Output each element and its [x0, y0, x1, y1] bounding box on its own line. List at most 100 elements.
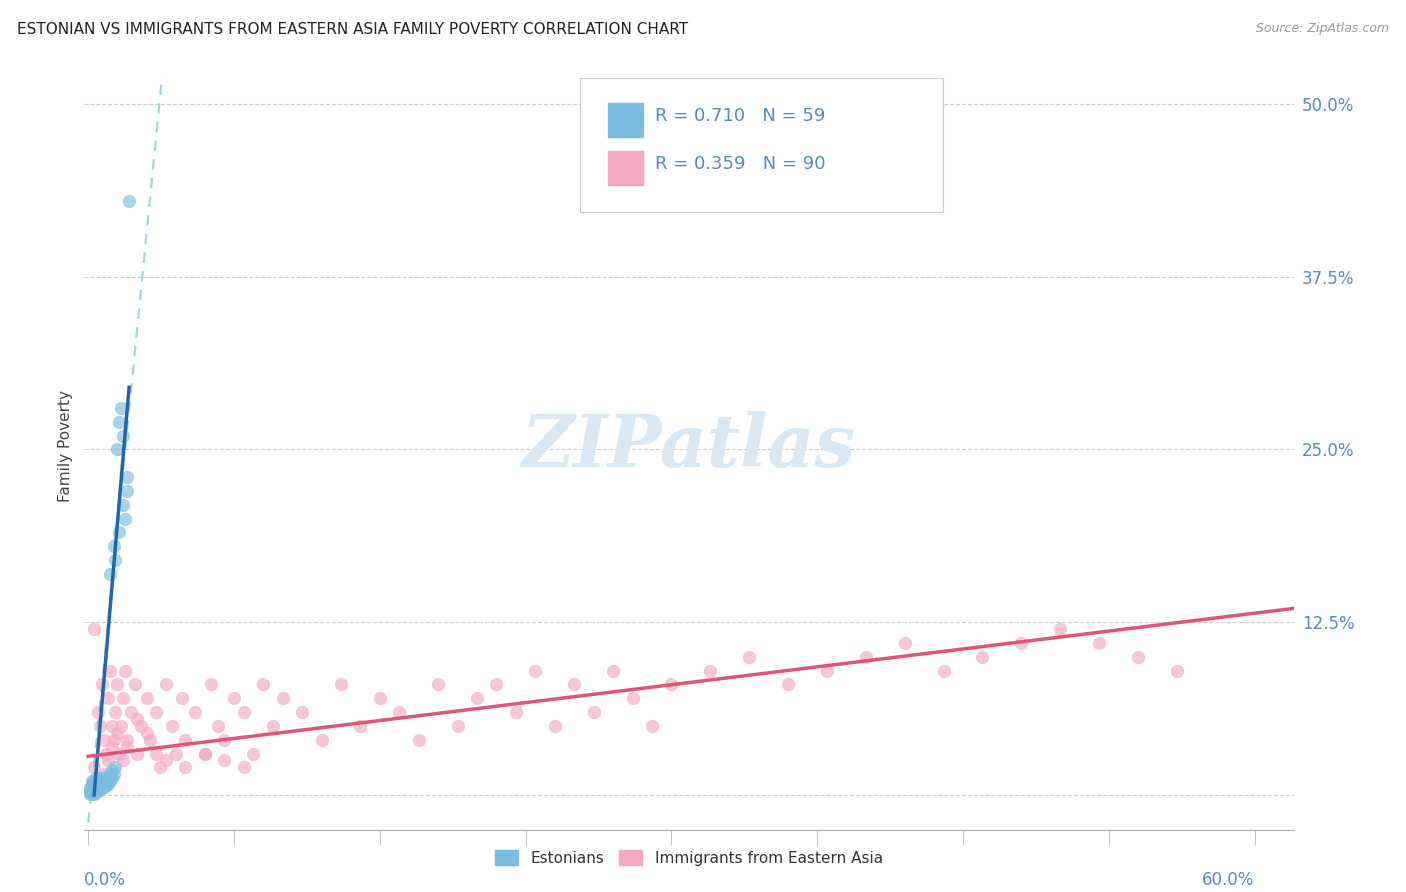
Point [135, 691, 157, 706]
Point [165, 747, 187, 761]
Point [125, 712, 148, 726]
Point [107, 726, 129, 740]
Point [174, 760, 197, 774]
Point [112, 428, 135, 442]
Point [602, 664, 624, 678]
Point [641, 719, 664, 733]
Point [82, 787, 104, 801]
Point [110, 401, 132, 415]
Y-axis label: Family Poverty: Family Poverty [58, 390, 73, 502]
Point [427, 677, 450, 691]
Point [214, 732, 236, 747]
Point [83, 782, 105, 797]
Point [582, 705, 605, 719]
Point [97, 691, 120, 706]
Point [115, 732, 138, 747]
Point [446, 719, 468, 733]
Point [87, 784, 110, 798]
Point [104, 553, 127, 567]
Point [87, 781, 110, 796]
Point [1166, 664, 1188, 678]
Point [118, 194, 141, 208]
Text: ESTONIAN VS IMMIGRANTS FROM EASTERN ASIA FAMILY POVERTY CORRELATION CHART: ESTONIAN VS IMMIGRANTS FROM EASTERN ASIA… [17, 22, 688, 37]
Point [83, 785, 105, 799]
Point [103, 732, 125, 747]
Point [120, 705, 142, 719]
Point [232, 705, 254, 719]
Point [135, 726, 157, 740]
Point [155, 754, 177, 768]
Point [82, 782, 104, 797]
Point [778, 677, 800, 691]
Point [108, 747, 131, 761]
Point [174, 732, 197, 747]
Point [93, 767, 115, 781]
Point [200, 677, 222, 691]
Point [94, 774, 117, 789]
Point [94, 747, 117, 761]
Point [90, 778, 112, 792]
Point [972, 649, 994, 664]
Point [100, 763, 122, 777]
Point [388, 705, 411, 719]
Point [855, 649, 877, 664]
Point [87, 778, 110, 792]
Point [112, 498, 135, 512]
Point [115, 739, 138, 754]
Point [104, 760, 127, 774]
FancyBboxPatch shape [607, 103, 643, 136]
Point [184, 705, 207, 719]
Point [311, 732, 333, 747]
Point [110, 719, 132, 733]
Point [115, 470, 138, 484]
Point [214, 754, 236, 768]
Point [170, 691, 193, 706]
Point [108, 525, 131, 540]
Point [112, 691, 135, 706]
Point [738, 649, 761, 664]
Point [89, 780, 111, 794]
Point [89, 782, 111, 797]
Point [89, 777, 111, 791]
Point [93, 732, 115, 747]
Point [100, 772, 122, 786]
Point [485, 677, 508, 691]
Point [114, 511, 136, 525]
Point [145, 747, 167, 761]
Point [115, 483, 138, 498]
Point [83, 781, 105, 796]
Point [83, 774, 105, 789]
Point [103, 539, 125, 553]
Point [222, 691, 245, 706]
Point [82, 777, 104, 791]
Point [815, 664, 838, 678]
FancyBboxPatch shape [607, 152, 643, 186]
Point [103, 767, 125, 781]
Point [699, 664, 721, 678]
Point [232, 760, 254, 774]
Point [83, 760, 105, 774]
Point [87, 705, 110, 719]
Point [149, 760, 172, 774]
Point [1010, 636, 1032, 650]
Point [242, 747, 264, 761]
Point [89, 772, 111, 786]
Point [271, 691, 294, 706]
Point [97, 772, 120, 786]
Point [89, 719, 111, 733]
Point [100, 719, 122, 733]
Point [505, 705, 527, 719]
Text: Source: ZipAtlas.com: Source: ZipAtlas.com [1256, 22, 1389, 36]
Point [98, 566, 121, 581]
Text: 60.0%: 60.0% [1202, 871, 1254, 889]
Point [1049, 622, 1071, 636]
Point [408, 732, 430, 747]
Point [79, 781, 101, 796]
Point [104, 705, 127, 719]
Point [98, 774, 121, 789]
Point [87, 774, 110, 789]
Point [93, 772, 115, 786]
Point [262, 719, 284, 733]
Point [79, 785, 101, 799]
Text: R = 0.359   N = 90: R = 0.359 N = 90 [655, 155, 825, 173]
